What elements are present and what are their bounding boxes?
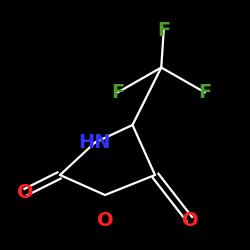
Text: O: O bbox=[97, 210, 113, 230]
Text: F: F bbox=[157, 20, 170, 40]
Text: O: O bbox=[182, 210, 198, 230]
Text: HN: HN bbox=[79, 133, 111, 152]
Text: F: F bbox=[111, 83, 124, 102]
Text: F: F bbox=[198, 83, 211, 102]
Text: O: O bbox=[17, 183, 33, 202]
